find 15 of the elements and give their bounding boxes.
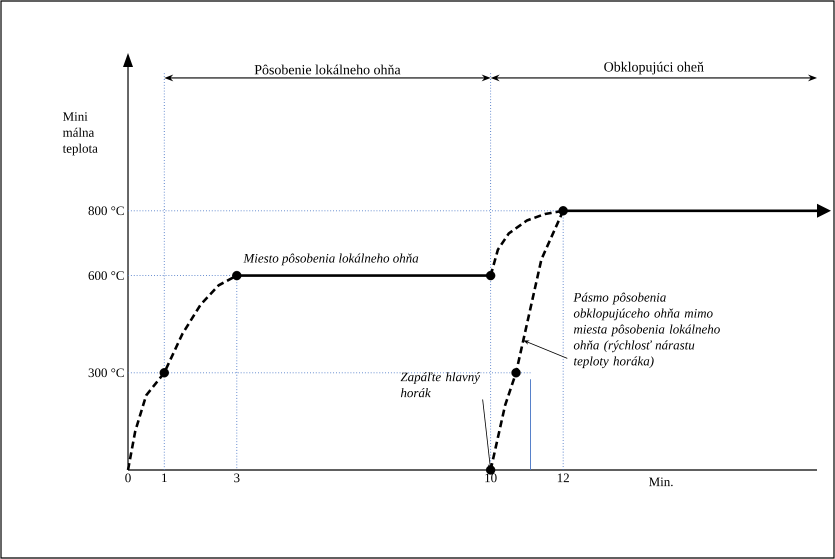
annotation: Pôsobenie lokálneho ohňa [254, 64, 400, 74]
y-tick-label: 800 °C [88, 206, 124, 216]
x-tick-label: 3 [234, 474, 240, 482]
y-axis-title: Mini málna teplota [62, 112, 98, 156]
y-tick-label: 300 °C [88, 368, 124, 378]
y-tick-label: 600 °C [88, 271, 124, 280]
annotation: Zapáľte hlavný horák [400, 372, 480, 398]
annotation: Miesto pôsobenia lokálneho ohňa [243, 254, 418, 266]
annotation: Obklopujúci oheň [604, 62, 704, 74]
x-tick-label: 0 [125, 474, 131, 482]
annotation: Pásmo pôsobenia obklopujúceho ohňa mimo miesta pôsobenia lokálneho ohňa (rýchlosť nárastu teploty horáka) [573, 292, 720, 368]
x-tick-label: 12 [558, 474, 569, 482]
x-tick-label: 1 [162, 474, 167, 482]
x-tick-label: 10 [485, 474, 497, 482]
x-axis-title: Min. [649, 477, 673, 486]
